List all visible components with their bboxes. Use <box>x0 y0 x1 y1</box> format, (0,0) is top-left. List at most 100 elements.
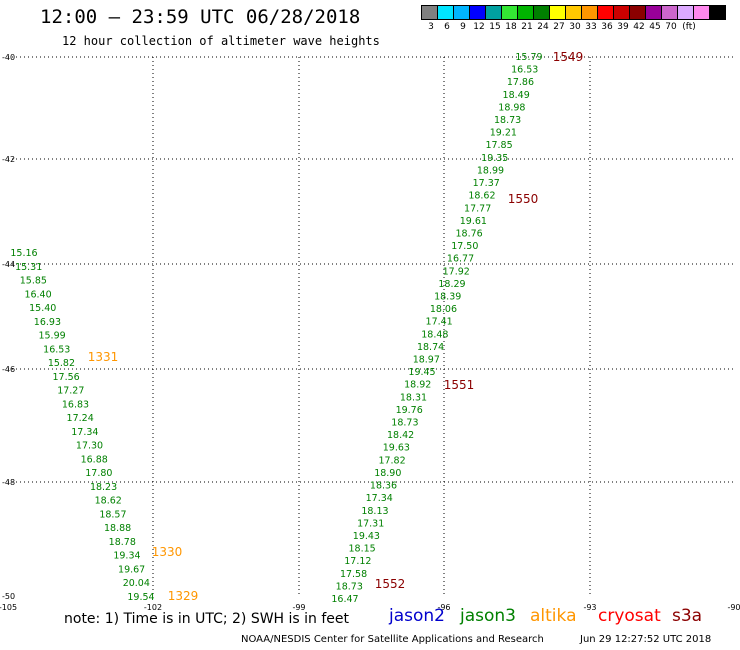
legend-label: 36 <box>601 22 613 32</box>
wave-height-value: 17.86 <box>507 77 534 88</box>
wave-height-value: 18.15 <box>349 544 376 555</box>
satellite-name-jason3: jason3 <box>460 606 516 626</box>
wave-height-value: 18.42 <box>387 430 414 441</box>
wave-height-value: 18.62 <box>95 496 122 507</box>
wave-height-value: 15.31 <box>15 262 42 273</box>
wave-height-value: 15.85 <box>20 276 47 287</box>
wave-height-value: 16.83 <box>62 399 89 410</box>
lon-label: -99 <box>292 603 305 612</box>
wave-height-value: 15.79 <box>515 52 542 63</box>
wave-height-value: 17.30 <box>76 441 103 452</box>
wave-height-value: 17.58 <box>340 569 367 580</box>
wave-height-value: 19.54 <box>127 592 154 603</box>
legend-label: 18 <box>505 22 517 32</box>
lat-label: -40 <box>2 53 15 62</box>
page-subtitle: 12 hour collection of altimeter wave hei… <box>62 34 380 48</box>
satellite-name-cryosat: cryosat <box>598 606 661 626</box>
wave-height-value: 18.92 <box>404 380 431 391</box>
wave-height-value: 16.47 <box>331 594 358 605</box>
wave-height-value: 18.06 <box>430 304 457 315</box>
wave-height-value: 17.56 <box>53 372 80 383</box>
lon-label: -105 <box>0 603 17 612</box>
wave-height-value: 18.99 <box>477 165 504 176</box>
wave-height-value: 18.97 <box>413 355 440 366</box>
footer-timestamp: Jun 29 12:27:52 UTC 2018 <box>580 634 712 645</box>
wave-height-value: 16.93 <box>34 317 61 328</box>
wave-height-value: 17.41 <box>426 317 453 328</box>
wave-height-value: 16.40 <box>24 289 51 300</box>
pass-time-label: 1549 <box>553 50 584 64</box>
wave-height-value: 17.34 <box>71 427 98 438</box>
wave-height-value: 16.53 <box>511 65 538 76</box>
wave-height-value: 18.57 <box>99 509 126 520</box>
legend-label: 70 <box>665 22 677 32</box>
wave-height-value: 17.82 <box>378 455 405 466</box>
legend-swatch <box>709 5 726 20</box>
wave-height-value: 19.21 <box>490 128 517 139</box>
wave-height-value: 15.99 <box>38 331 65 342</box>
wave-height-value: 17.50 <box>451 241 478 252</box>
wave-height-value: 19.35 <box>481 153 508 164</box>
footer-credit: NOAA/NESDIS Center for Satellite Applica… <box>241 634 544 645</box>
wave-height-value: 17.24 <box>67 413 94 424</box>
wave-height-value: 17.34 <box>366 493 393 504</box>
wave-height-value: 18.74 <box>417 342 444 353</box>
legend-label: 27 <box>553 22 565 32</box>
satellite-name-altika: altika <box>530 606 577 626</box>
satellite-tracks: 15.7916.5317.8618.4918.9818.7319.2117.85… <box>10 52 542 605</box>
satellite-name-jason2: jason2 <box>389 606 445 626</box>
wave-height-value: 17.85 <box>485 140 512 151</box>
pass-time-label: 1550 <box>508 192 539 206</box>
satellite-name-s3a: s3a <box>672 606 703 626</box>
wave-height-value: 18.31 <box>400 392 427 403</box>
legend-label: 12 <box>473 22 485 32</box>
map-axis-labels: -40 -42 -44 -46 -48 -50 -105 -102 -99 -96 -93 -90 <box>0 53 740 612</box>
pass-time-label: 1551 <box>444 378 475 392</box>
lat-label: -42 <box>2 155 15 164</box>
wave-height-value: 18.48 <box>421 329 448 340</box>
lon-label: -102 <box>144 603 162 612</box>
wave-height-value: 18.73 <box>494 115 521 126</box>
wave-height-value: 17.92 <box>443 266 470 277</box>
lat-label: -50 <box>2 592 15 601</box>
wave-height-value: 19.76 <box>396 405 423 416</box>
legend-label: 42 <box>633 22 645 32</box>
wave-height-value: 16.88 <box>81 454 108 465</box>
wave-height-value: 18.88 <box>104 523 131 534</box>
wave-height-value: 19.34 <box>113 551 140 562</box>
pass-time-label: 1329 <box>168 589 199 603</box>
wave-height-value: 17.27 <box>57 386 84 397</box>
wave-height-value: 18.29 <box>438 279 465 290</box>
pass-time-label: 1552 <box>375 577 406 591</box>
wave-height-value: 18.62 <box>468 191 495 202</box>
legend-label: 30 <box>569 22 581 32</box>
wave-height-value: 17.77 <box>464 203 491 214</box>
legend-label: 24 <box>537 22 549 32</box>
wave-height-value: 15.82 <box>48 358 75 369</box>
wave-height-value: 18.39 <box>434 291 461 302</box>
legend-label: 21 <box>521 22 533 32</box>
legend-label: 6 <box>444 22 450 32</box>
legend-label: 9 <box>460 22 466 32</box>
wave-height-value: 18.36 <box>370 481 397 492</box>
wave-height-value: 19.63 <box>383 443 410 454</box>
legend-label: 45 <box>649 22 661 32</box>
wave-height-value: 19.43 <box>353 531 380 542</box>
wave-height-value: 16.53 <box>43 344 70 355</box>
wave-height-value: 18.78 <box>109 537 136 548</box>
wave-height-value: 15.16 <box>10 248 37 259</box>
wave-height-value: 17.31 <box>357 518 384 529</box>
lat-label: -46 <box>2 365 15 374</box>
legend-label: 15 <box>489 22 501 32</box>
wave-height-value: 16.77 <box>447 254 474 265</box>
wave-height-value: 17.37 <box>473 178 500 189</box>
lat-label: -44 <box>2 260 15 269</box>
pass-time-labels: 1549 1550 1551 1552 1331 1330 1329 <box>88 50 584 603</box>
wave-height-value: 19.45 <box>408 367 435 378</box>
wave-height-value: 18.98 <box>498 102 525 113</box>
lon-label: -93 <box>583 603 596 612</box>
wave-height-value: 19.61 <box>460 216 487 227</box>
pass-time-label: 1331 <box>88 350 119 364</box>
legend-label: 39 <box>617 22 629 32</box>
